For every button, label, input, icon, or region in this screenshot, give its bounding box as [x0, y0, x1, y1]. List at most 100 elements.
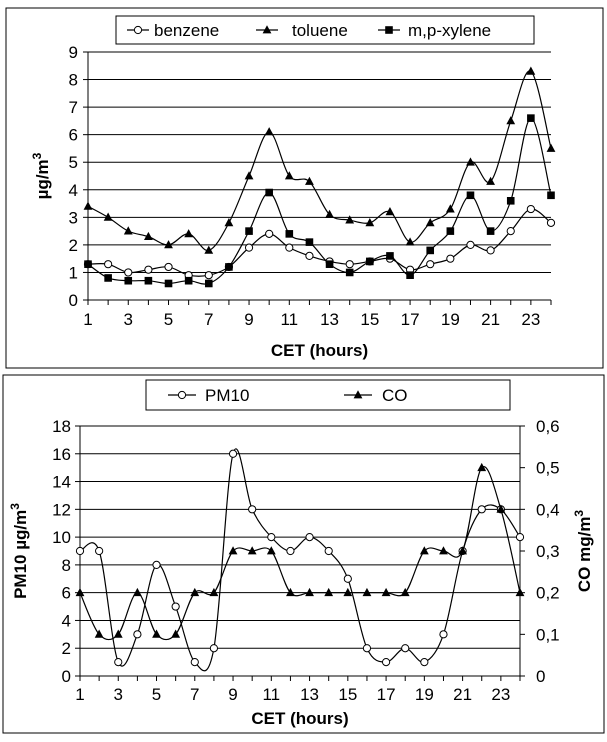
data-point-co — [171, 629, 181, 638]
x-axis-label: CET (hours) — [271, 341, 368, 360]
data-point-pm10 — [362, 644, 372, 653]
data-point-co — [477, 462, 487, 472]
data-point-benzene — [506, 227, 515, 236]
data-point-co — [247, 546, 257, 555]
x-tick-label: 13 — [300, 685, 319, 704]
data-point-benzene — [124, 268, 133, 277]
chart-frame — [5, 7, 604, 369]
data-point-pm10 — [286, 546, 295, 556]
data-point-pm10 — [209, 644, 219, 653]
x-tick-label: 5 — [152, 685, 161, 704]
data-point-pm10 — [381, 658, 391, 667]
pm10-co-chart-panel: 0 2 4 6 8 10 12 14 16 18 0 0,1 0,2 0,3 0,4 0,5 0,6 1 3 5 7 9 1… — [0, 372, 607, 742]
data-point-co — [515, 587, 525, 597]
y-tick-label: 0 — [69, 291, 78, 310]
legend-box — [145, 379, 511, 411]
legend-marker-co — [353, 390, 363, 399]
x-tick-label: 17 — [401, 310, 420, 329]
data-point-co — [305, 587, 314, 597]
data-point-toluene — [385, 207, 395, 216]
data-point-benzene — [446, 254, 455, 263]
data-point-benzene — [466, 240, 475, 249]
data-point-m-p-xylene — [184, 276, 193, 285]
x-tick-label: 3 — [124, 310, 133, 329]
data-point-pm10 — [171, 602, 180, 611]
y-tick-label: 7 — [69, 98, 78, 117]
data-point-co — [400, 587, 410, 597]
y-left-tick-label: 4 — [62, 611, 71, 630]
x-tick-label: 19 — [441, 310, 460, 329]
data-point-pm10 — [305, 533, 314, 542]
data-point-m-p-xylene — [386, 252, 394, 260]
data-point-benzene — [164, 262, 173, 272]
data-point-co — [458, 546, 468, 555]
x-tick-label: 11 — [280, 310, 298, 329]
data-point-co — [113, 629, 123, 638]
series-line-co — [79, 466, 521, 641]
data-point-m-p-xylene — [547, 191, 555, 200]
data-point-toluene — [244, 171, 254, 180]
data-point-benzene — [345, 260, 354, 269]
data-point-pm10 — [95, 546, 104, 556]
x-tick-label: 19 — [415, 685, 434, 704]
y-left-tick-label: 8 — [62, 556, 71, 575]
y-axis-label: µg/m3 — [30, 152, 52, 199]
data-point-m-p-xylene — [204, 279, 213, 288]
data-point-m-p-xylene — [527, 114, 535, 122]
data-point-co — [362, 587, 372, 597]
data-point-pm10 — [439, 630, 448, 639]
x-tick-label: 3 — [114, 685, 123, 704]
data-point-toluene — [425, 218, 435, 227]
data-point-toluene — [204, 245, 214, 254]
data-point-toluene — [264, 127, 274, 136]
x-tick-label: 15 — [360, 310, 379, 329]
chart-frame — [2, 374, 605, 734]
legend-label-m-p-xylene: m,p-xylene — [408, 21, 491, 40]
data-point-m-p-xylene — [245, 227, 253, 235]
data-point-toluene — [284, 171, 294, 180]
y-tick-label: 9 — [69, 43, 78, 62]
data-point-co — [496, 504, 506, 513]
data-point-m-p-xylene — [265, 188, 273, 197]
data-point-benzene — [204, 271, 213, 280]
data-point-m-p-xylene — [84, 260, 92, 268]
data-point-m-p-xylene — [446, 227, 455, 235]
data-point-toluene — [506, 116, 516, 125]
legend: benzene toluene m,p-xylene — [115, 15, 535, 45]
data-point-benzene — [285, 243, 294, 252]
data-point-toluene — [365, 218, 375, 227]
data-point-toluene — [83, 201, 93, 210]
data-point-co — [152, 629, 161, 638]
y-left-tick-label: 16 — [52, 445, 71, 464]
data-point-pm10 — [228, 449, 238, 458]
x-tick-label: 23 — [521, 310, 540, 329]
data-point-benzene — [546, 218, 556, 227]
data-point-co — [439, 546, 448, 555]
y-axis-label-superscript: 3 — [30, 152, 44, 159]
data-point-toluene — [143, 231, 153, 241]
x-tick-label: 23 — [491, 685, 510, 704]
y-tick-label: 3 — [69, 208, 78, 227]
data-point-benzene — [526, 204, 535, 214]
data-point-toluene — [103, 212, 113, 221]
data-point-toluene — [445, 204, 455, 213]
data-point-pm10 — [401, 644, 410, 653]
legend-marker-pm10 — [177, 390, 187, 400]
y-left-tick-label: 0 — [62, 667, 71, 686]
data-point-benzene — [265, 229, 274, 238]
y-tick-label: 8 — [69, 71, 78, 90]
data-point-co — [266, 546, 276, 555]
data-point-m-p-xylene — [506, 197, 515, 205]
vocs-chart-panel: 0 1 2 3 4 5 6 7 8 9 1 3 5 7 9 11 13 15 17 19 21 23 CET (hours)… — [5, 7, 604, 369]
legend-box — [115, 15, 535, 45]
data-point-toluene — [305, 176, 314, 185]
data-point-pm10 — [190, 658, 199, 667]
x-tick-label: 15 — [338, 685, 357, 704]
data-point-pm10 — [477, 505, 486, 514]
data-point-pm10 — [324, 546, 333, 556]
y-right-tick-label: 0,4 — [536, 500, 560, 519]
y-left-tick-label: 12 — [52, 500, 71, 519]
data-point-m-p-xylene — [406, 271, 414, 279]
legend-label-toluene: toluene — [292, 21, 348, 40]
